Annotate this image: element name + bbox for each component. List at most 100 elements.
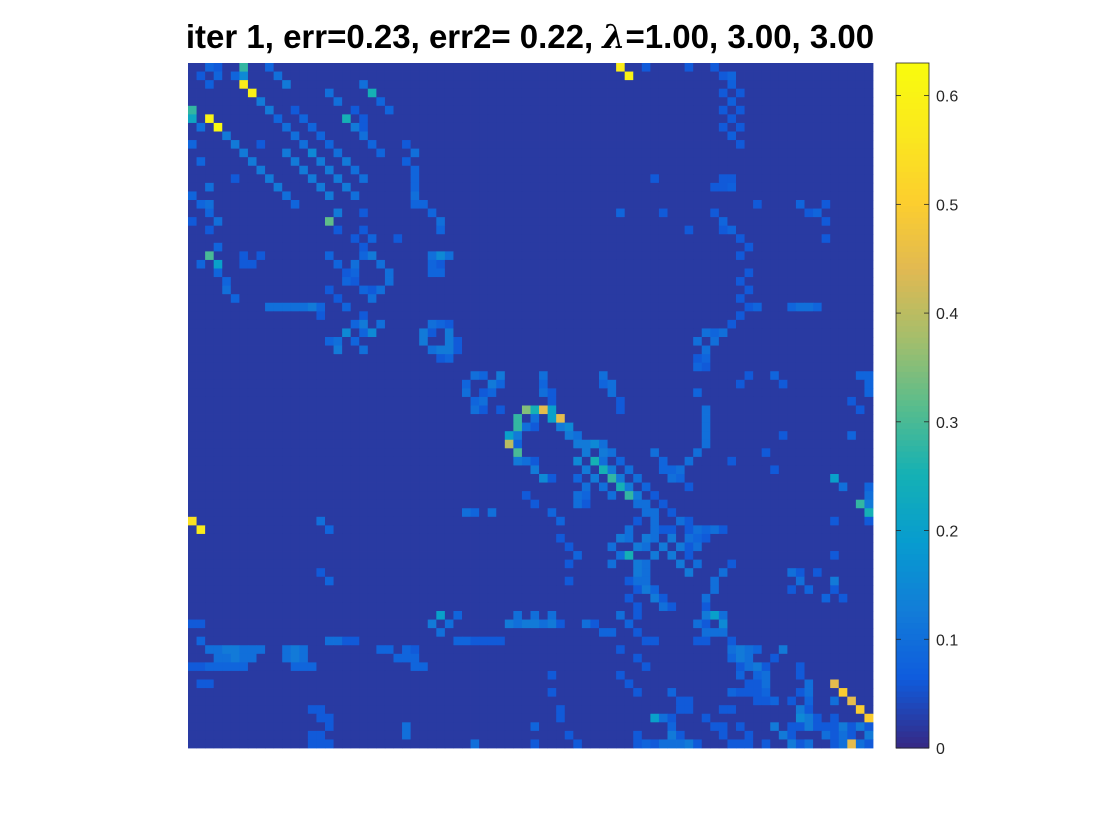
heatmap-cell [581,499,591,509]
heatmap-cell [188,405,197,415]
heatmap-cell [230,508,240,518]
heatmap-cell [813,225,823,235]
heatmap-cell [556,422,566,432]
heatmap-cell [333,508,343,518]
heatmap-cell [530,499,540,509]
heatmap-cell [282,551,292,561]
heatmap-cell [299,542,309,552]
heatmap-cell [744,182,754,192]
heatmap-cell [855,105,865,115]
heatmap-cell [753,568,763,578]
heatmap-cell [496,422,506,432]
heatmap-cell [290,140,300,150]
heatmap-cell [222,174,232,184]
heatmap-cell [316,559,326,569]
heatmap-cell [753,105,763,115]
heatmap-cell [188,225,197,235]
heatmap-cell [530,88,540,98]
heatmap-cell [393,542,403,552]
heatmap-cell [804,559,814,569]
heatmap-cell [222,533,232,543]
heatmap-cell [564,268,574,278]
heatmap-cell [650,533,660,543]
heatmap-cell [470,71,480,81]
heatmap-cell [616,328,626,338]
heatmap-cell [410,542,420,552]
heatmap-cell [410,208,420,218]
heatmap-cell [564,131,574,141]
heatmap-cell [265,456,275,466]
heatmap-cell [222,157,232,167]
heatmap-cell [847,337,857,346]
heatmap-cell [393,285,403,295]
heatmap-cell [256,234,266,244]
heatmap-cell [736,97,745,107]
heatmap-cell [633,259,643,269]
heatmap-cell [307,71,317,81]
heatmap-cell [581,225,591,235]
heatmap-cell [196,371,206,381]
heatmap-cell [479,508,489,518]
heatmap-cell [821,448,831,458]
heatmap-cell [633,71,643,81]
heatmap-cell [599,379,608,389]
heatmap-cell [676,362,686,372]
heatmap-cell [316,105,326,115]
heatmap-cell [282,294,292,304]
heatmap-cell [830,379,840,389]
heatmap-cell [847,448,857,458]
heatmap-cell [830,414,840,424]
heatmap-cell [581,259,591,269]
heatmap-cell [573,319,583,329]
heatmap-cell [350,277,360,287]
heatmap-cell [693,525,703,535]
heatmap-cell [239,200,249,209]
heatmap-cell [718,431,728,441]
heatmap-cell [573,576,583,586]
heatmap-cell [547,559,557,569]
heatmap-cell [590,319,600,329]
heatmap-cell [470,302,480,312]
heatmap-cell [744,97,754,107]
heatmap-cell [641,491,651,501]
heatmap-cell [316,499,326,509]
heatmap-cell [282,516,292,526]
heatmap-cell [273,542,283,552]
heatmap-cell [864,319,874,329]
heatmap-cell [770,516,780,526]
heatmap-cell [813,105,823,115]
heatmap-cell [521,345,531,355]
heatmap-cell [513,80,523,90]
heatmap-cell [607,371,617,381]
heatmap-cell [462,371,471,381]
heatmap-cell [359,294,369,304]
heatmap-cell [693,80,703,90]
heatmap-cell [701,302,711,312]
heatmap-cell [265,533,275,543]
heatmap-cell [290,576,300,586]
heatmap-cell [590,71,600,81]
heatmap-cell [864,405,874,415]
heatmap-cell [564,568,574,578]
heatmap-cell [222,388,232,398]
heatmap-cell [367,559,377,569]
heatmap-cell [504,491,514,501]
heatmap-cell [307,208,317,218]
heatmap-cell [427,516,437,526]
heatmap-cell [504,319,514,329]
heatmap-cell [376,217,386,227]
heatmap-cell [256,431,266,441]
heatmap-cell [813,482,823,492]
heatmap-cell [795,422,805,432]
heatmap-cell [736,379,745,389]
heatmap-cell [650,482,660,492]
heatmap-cell [701,465,711,475]
heatmap-cell [282,277,292,287]
heatmap-cell [205,80,215,90]
heatmap-cell [444,277,454,287]
heatmap-cell [496,405,506,415]
heatmap-cell [230,122,240,132]
heatmap-cell [830,337,840,346]
heatmap-cell [761,302,771,312]
heatmap-cell [290,551,300,561]
